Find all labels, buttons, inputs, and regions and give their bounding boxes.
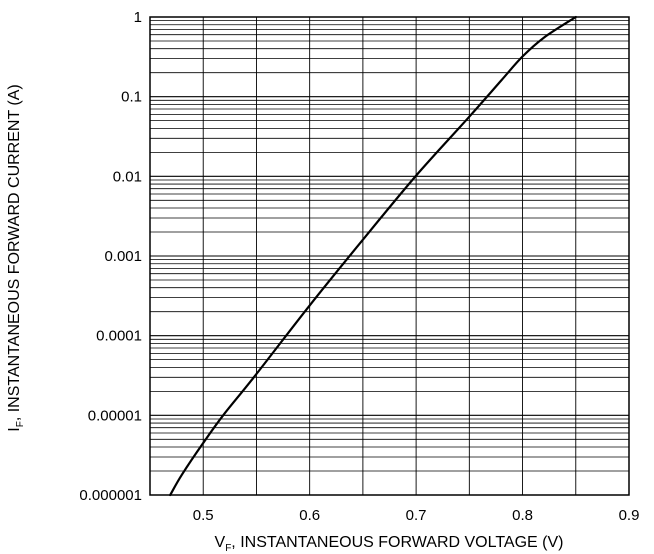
x-tick-label: 0.9 [619,507,640,524]
y-axis-label-rest: , INSTANTANEOUS FORWARD CURRENT (A) [6,84,23,421]
x-tick-label: 0.5 [193,507,214,524]
y-tick-label: 0.0001 [96,328,142,345]
y-tick-label: 0.001 [104,248,142,265]
x-tick-label: 0.7 [406,507,427,524]
y-axis-label-main: I [6,427,23,431]
y-axis-label: IF, INSTANTANEOUS FORWARD CURRENT (A) [6,84,26,431]
y-tick-label: 1 [134,9,142,26]
y-tick-labels: 0.000001 0.00001 0.0001 0.001 0.01 0.1 1 [79,9,142,504]
y-axis-label-subscript: F [15,421,26,427]
x-axis-label-subscript: F [225,543,231,554]
x-tick-label: 0.6 [299,507,320,524]
y-tick-label: 0.000001 [79,487,142,504]
x-axis-label-main: V [215,534,226,551]
x-axis-label: VF, INSTANTANEOUS FORWARD VOLTAGE (V) [215,534,564,554]
plot-frame [149,16,630,496]
x-tick-label: 0.8 [512,507,533,524]
y-tick-label: 0.01 [113,168,142,185]
x-axis-label-rest: , INSTANTANEOUS FORWARD VOLTAGE (V) [231,534,563,551]
y-tick-label: 0.00001 [88,407,142,424]
x-tick-labels: 0.5 0.6 0.7 0.8 0.9 [193,507,640,524]
y-tick-label: 0.1 [121,89,142,106]
series-line [169,15,577,497]
grid [149,17,630,496]
